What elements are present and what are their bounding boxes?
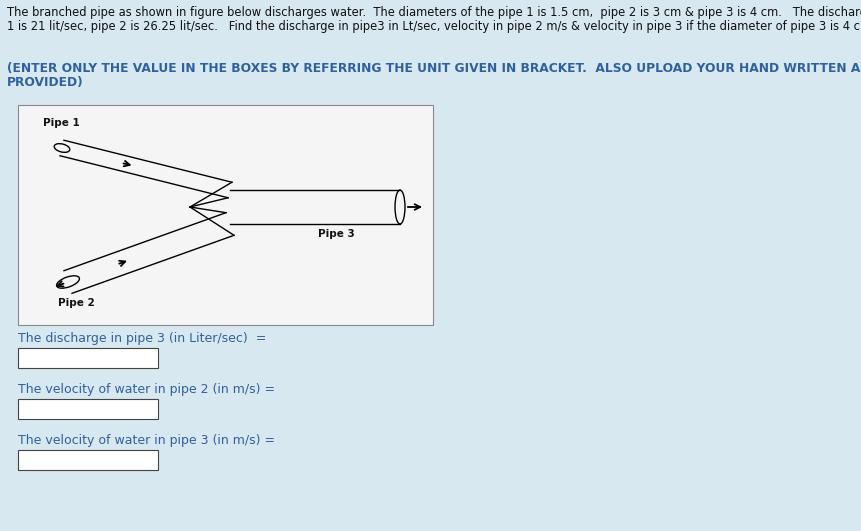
Bar <box>18 105 432 325</box>
Text: The velocity of water in pipe 2 (in m/s) =: The velocity of water in pipe 2 (in m/s)… <box>18 383 275 396</box>
Bar <box>18 399 158 419</box>
Text: Pipe 3: Pipe 3 <box>318 229 355 239</box>
Text: The discharge in pipe 3 (in Liter/sec)  =: The discharge in pipe 3 (in Liter/sec) = <box>18 332 266 345</box>
Text: Pipe 2: Pipe 2 <box>58 298 95 308</box>
Bar <box>18 450 158 470</box>
Text: The velocity of water in pipe 3 (in m/s) =: The velocity of water in pipe 3 (in m/s)… <box>18 434 275 447</box>
Text: (ENTER ONLY THE VALUE IN THE BOXES BY REFERRING THE UNIT GIVEN IN BRACKET.  ALSO: (ENTER ONLY THE VALUE IN THE BOXES BY RE… <box>7 62 861 75</box>
Text: Pipe 1: Pipe 1 <box>43 118 80 128</box>
Bar <box>18 348 158 368</box>
Text: 1 is 21 lit/sec, pipe 2 is 26.25 lit/sec.   Find the discharge in pipe3 in Lt/se: 1 is 21 lit/sec, pipe 2 is 26.25 lit/sec… <box>7 20 861 33</box>
Text: PROVIDED): PROVIDED) <box>7 76 84 89</box>
Text: The branched pipe as shown in figure below discharges water.  The diameters of t: The branched pipe as shown in figure bel… <box>7 6 861 19</box>
